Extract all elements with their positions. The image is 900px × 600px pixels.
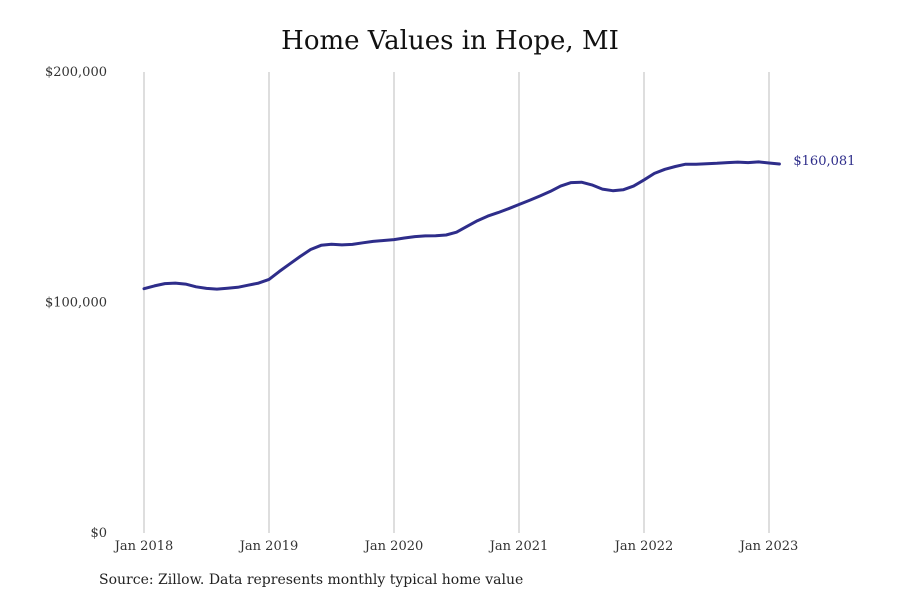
y-axis: $0 $100,000 $200,000 [45,65,107,541]
x-tick-label: Jan 2022 [613,539,674,554]
series-line [142,160,781,291]
x-tick-label: Jan 2023 [738,539,799,554]
y-tick-label: $0 [90,526,107,541]
end-value-label: $160,081 [793,154,855,169]
x-tick-label: Jan 2020 [363,539,424,554]
grid [143,72,770,533]
x-tick-label: Jan 2019 [238,539,299,554]
x-axis: Jan 2018 Jan 2019 Jan 2020 Jan 2021 Jan 2022… [113,539,799,554]
x-tick-label: Jan 2018 [113,539,174,554]
series: $160,081 [142,154,855,291]
chart-title: Home Values in Hope, MI [281,26,619,56]
y-tick-label: $100,000 [45,296,107,311]
source-note: Source: Zillow. Data represents monthly … [99,572,524,588]
x-tick-label: Jan 2021 [488,539,549,554]
y-tick-label: $200,000 [45,65,107,80]
